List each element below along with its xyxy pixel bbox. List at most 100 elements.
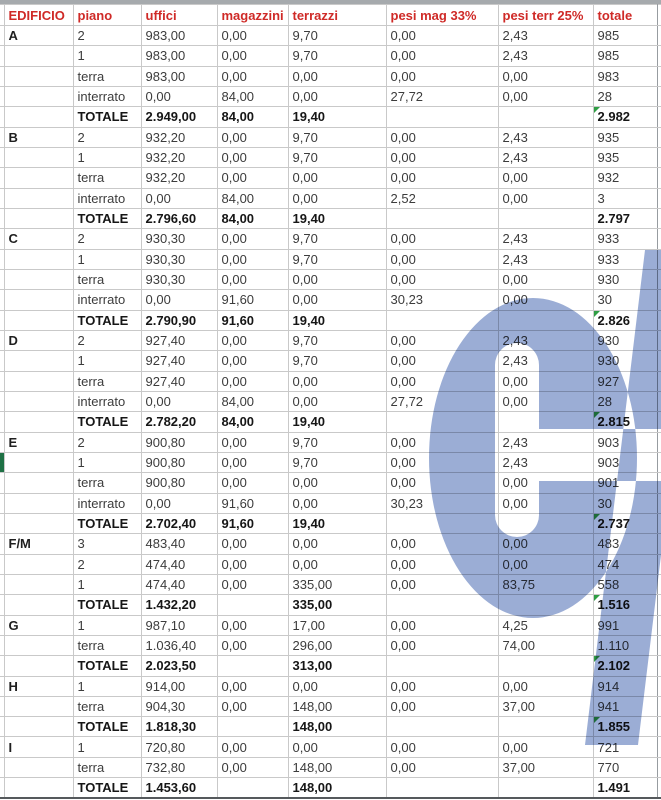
- cell-pesi-terr[interactable]: 0,00: [497, 289, 594, 311]
- cell-edificio[interactable]: [3, 492, 74, 514]
- cell-terrazzi[interactable]: 0,00: [287, 492, 387, 514]
- cell-edificio[interactable]: [3, 309, 74, 331]
- cell-totale[interactable]: 1.516: [592, 594, 658, 616]
- cell-pesi-terr[interactable]: [497, 207, 594, 230]
- cell-piano[interactable]: TOTALE: [72, 106, 142, 128]
- cell-edificio[interactable]: [3, 268, 74, 291]
- cell-piano[interactable]: interrato: [72, 187, 142, 209]
- cell-totale[interactable]: 985: [592, 24, 658, 47]
- cell-edificio[interactable]: B: [3, 126, 74, 148]
- cell-piano[interactable]: 3: [72, 533, 142, 555]
- cell-magazzini[interactable]: 0,00: [216, 472, 289, 494]
- cell-edificio[interactable]: [3, 411, 74, 433]
- cell-totale[interactable]: 28: [592, 85, 658, 108]
- cell-pesi-mag[interactable]: 0,00: [385, 736, 499, 758]
- cell-pesi-terr[interactable]: 0,00: [497, 553, 594, 575]
- cell-piano[interactable]: terra: [72, 370, 142, 392]
- cell-pesi-mag[interactable]: 30,23: [385, 492, 499, 514]
- cell-pesi-mag[interactable]: [385, 411, 499, 433]
- cell-piano[interactable]: 1: [72, 573, 142, 596]
- cell-magazzini[interactable]: 0,00: [216, 146, 289, 169]
- cell-totale[interactable]: 933: [592, 228, 658, 250]
- column-header-pesi-terr[interactable]: pesi terr 25%: [497, 4, 594, 26]
- cell-totale[interactable]: 1.855: [592, 716, 658, 738]
- cell-pesi-terr[interactable]: 0,00: [497, 85, 594, 108]
- cell-magazzini[interactable]: 0,00: [216, 350, 289, 372]
- cell-pesi-terr[interactable]: 0,00: [497, 65, 594, 87]
- cell-pesi-mag[interactable]: 0,00: [385, 533, 499, 555]
- cell-uffici[interactable]: 720,80: [140, 736, 218, 758]
- cell-uffici[interactable]: 732,80: [140, 756, 218, 779]
- cell-magazzini[interactable]: 84,00: [216, 411, 289, 433]
- cell-edificio[interactable]: [3, 85, 74, 108]
- cell-magazzini[interactable]: 0,00: [216, 370, 289, 392]
- cell-pesi-terr[interactable]: 2,43: [497, 126, 594, 148]
- cell-totale[interactable]: 935: [592, 146, 658, 169]
- cell-uffici[interactable]: 900,80: [140, 472, 218, 494]
- cell-terrazzi[interactable]: 296,00: [287, 634, 387, 657]
- cell-edificio[interactable]: [3, 106, 74, 128]
- cell-pesi-terr[interactable]: 2,43: [497, 248, 594, 270]
- cell-terrazzi[interactable]: 9,70: [287, 24, 387, 47]
- cell-piano[interactable]: terra: [72, 472, 142, 494]
- cell-piano[interactable]: 1: [72, 146, 142, 169]
- cell-edificio[interactable]: [3, 45, 74, 67]
- cell-pesi-mag[interactable]: 0,00: [385, 370, 499, 392]
- cell-magazzini[interactable]: 0,00: [216, 695, 289, 718]
- cell-uffici[interactable]: 1.036,40: [140, 634, 218, 657]
- cell-totale[interactable]: 558: [592, 573, 658, 596]
- cell-uffici[interactable]: 900,80: [140, 451, 218, 474]
- cell-totale[interactable]: 474: [592, 553, 658, 575]
- cell-edificio[interactable]: I: [3, 736, 74, 758]
- cell-edificio[interactable]: [3, 777, 74, 799]
- cell-totale[interactable]: 28: [592, 390, 658, 413]
- cell-uffici[interactable]: 930,30: [140, 228, 218, 250]
- cell-pesi-mag[interactable]: 0,00: [385, 126, 499, 148]
- cell-terrazzi[interactable]: 9,70: [287, 248, 387, 270]
- cell-piano[interactable]: terra: [72, 268, 142, 291]
- cell-edificio[interactable]: F/M: [3, 533, 74, 555]
- cell-pesi-mag[interactable]: [385, 309, 499, 331]
- cell-uffici[interactable]: 0,00: [140, 492, 218, 514]
- cell-magazzini[interactable]: 91,60: [216, 309, 289, 331]
- cell-pesi-terr[interactable]: 83,75: [497, 573, 594, 596]
- cell-totale[interactable]: 2.797: [592, 207, 658, 230]
- cell-terrazzi[interactable]: 0,00: [287, 85, 387, 108]
- cell-pesi-mag[interactable]: 0,00: [385, 451, 499, 474]
- cell-pesi-mag[interactable]: 0,00: [385, 329, 499, 352]
- cell-pesi-mag[interactable]: 0,00: [385, 146, 499, 169]
- cell-terrazzi[interactable]: 148,00: [287, 716, 387, 738]
- cell-pesi-terr[interactable]: 37,00: [497, 695, 594, 718]
- cell-pesi-mag[interactable]: 0,00: [385, 573, 499, 596]
- cell-pesi-mag[interactable]: 0,00: [385, 634, 499, 657]
- cell-pesi-terr[interactable]: 0,00: [497, 268, 594, 291]
- cell-totale[interactable]: 933: [592, 248, 658, 270]
- cell-pesi-mag[interactable]: 0,00: [385, 45, 499, 67]
- cell-magazzini[interactable]: 0,00: [216, 573, 289, 596]
- cell-magazzini[interactable]: 0,00: [216, 24, 289, 47]
- cell-terrazzi[interactable]: 0,00: [287, 675, 387, 697]
- cell-edificio[interactable]: [3, 350, 74, 372]
- cell-uffici[interactable]: 927,40: [140, 329, 218, 352]
- cell-uffici[interactable]: 914,00: [140, 675, 218, 697]
- cell-pesi-mag[interactable]: 0,00: [385, 756, 499, 779]
- cell-pesi-terr[interactable]: 37,00: [497, 756, 594, 779]
- cell-piano[interactable]: interrato: [72, 289, 142, 311]
- cell-pesi-mag[interactable]: [385, 594, 499, 616]
- cell-uffici[interactable]: 930,30: [140, 248, 218, 270]
- cell-totale[interactable]: 914: [592, 675, 658, 697]
- cell-uffici[interactable]: 1.818,30: [140, 716, 218, 738]
- cell-magazzini[interactable]: 0,00: [216, 65, 289, 87]
- cell-terrazzi[interactable]: 335,00: [287, 594, 387, 616]
- cell-pesi-mag[interactable]: [385, 512, 499, 535]
- cell-uffici[interactable]: 483,40: [140, 533, 218, 555]
- cell-magazzini[interactable]: 0,00: [216, 675, 289, 697]
- cell-terrazzi[interactable]: 0,00: [287, 268, 387, 291]
- cell-piano[interactable]: interrato: [72, 85, 142, 108]
- cell-edificio[interactable]: [3, 207, 74, 230]
- cell-uffici[interactable]: 2.949,00: [140, 106, 218, 128]
- cell-uffici[interactable]: 983,00: [140, 24, 218, 47]
- cell-pesi-terr[interactable]: [497, 309, 594, 331]
- cell-edificio[interactable]: [3, 634, 74, 657]
- cell-pesi-terr[interactable]: 0,00: [497, 675, 594, 697]
